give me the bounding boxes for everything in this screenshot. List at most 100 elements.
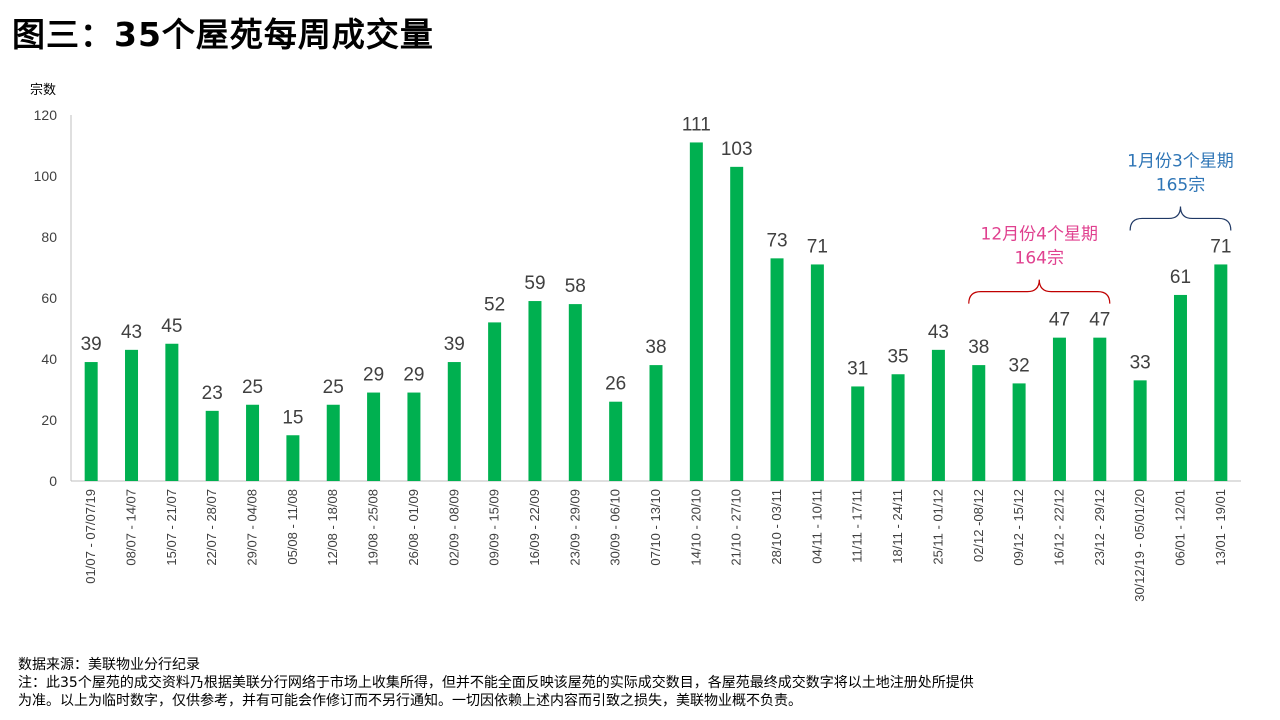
x-tick-label: 04/11 - 10/11 <box>809 489 824 564</box>
bar <box>1093 337 1107 481</box>
data-label: 35 <box>887 346 908 367</box>
x-tick-label: 08/07 - 14/07 <box>124 489 139 566</box>
data-label: 61 <box>1170 267 1191 288</box>
x-tick-label: 14/10 - 20/10 <box>688 489 703 566</box>
bar <box>730 166 744 481</box>
x-tick-label: 26/08 - 01/09 <box>406 489 421 566</box>
bar <box>810 264 824 481</box>
data-label: 103 <box>721 139 753 160</box>
source-note: 数据来源：美联物业分行纪录 <box>18 657 200 673</box>
y-tick-label: 120 <box>34 107 58 123</box>
bar <box>891 374 905 481</box>
data-label: 31 <box>847 358 868 379</box>
bar <box>1133 380 1147 481</box>
bar-chart: 宗数 0 20 40 60 80 100 120 39 43 45 23 25 15 25 29 29 39 5… <box>30 82 1241 602</box>
bar <box>689 142 703 481</box>
annotation-label: 1月份3个星期 <box>1127 151 1234 171</box>
disclaimer-line-1: 注：此35个屋苑的成交资料乃根据美联分行网络于市场上收集所得，但并不能全面反映该… <box>18 675 974 691</box>
bar <box>1012 383 1026 481</box>
data-label: 25 <box>323 377 344 398</box>
y-axis-label: 宗数 <box>30 82 56 98</box>
data-label: 71 <box>1210 236 1231 257</box>
bar <box>851 386 865 481</box>
x-tick-label: 23/09 - 29/09 <box>567 489 582 566</box>
bar <box>770 258 784 481</box>
x-tick-label: 06/01 - 12/01 <box>1172 489 1187 566</box>
x-tick-label: 09/12 - 15/12 <box>1011 489 1026 566</box>
x-tick-label: 09/09 - 15/09 <box>487 489 502 566</box>
data-label: 32 <box>1009 355 1030 376</box>
bar <box>246 404 260 481</box>
annotation-label: 165宗 <box>1156 175 1205 195</box>
disclaimer-line-2: 为准。以上为临时数字，仅供参考，并有可能会作修订而不另行通知。一切因依赖上述内容… <box>18 693 802 709</box>
data-label: 71 <box>807 236 828 257</box>
data-label: 47 <box>1089 310 1110 331</box>
bar <box>609 401 623 481</box>
bar <box>931 349 945 481</box>
annotation-label: 164宗 <box>1015 249 1064 269</box>
x-tick-label: 16/09 - 22/09 <box>527 489 542 566</box>
data-label: 43 <box>121 322 142 343</box>
annotation-label: 12月份4个星期 <box>981 225 1098 245</box>
x-tick-label: 22/07 - 28/07 <box>204 489 219 566</box>
data-label: 39 <box>444 334 465 355</box>
bar <box>326 404 340 481</box>
x-tick-label: 16/12 - 22/12 <box>1051 489 1066 566</box>
data-label: 25 <box>242 377 263 398</box>
bar <box>1052 337 1066 481</box>
x-tick-label: 05/08 - 11/08 <box>285 489 300 565</box>
data-label: 39 <box>81 334 102 355</box>
y-tick-label: 40 <box>41 351 57 367</box>
x-tick-label: 15/07 - 21/07 <box>164 489 179 566</box>
data-label: 26 <box>605 374 626 395</box>
bar <box>488 322 502 481</box>
x-tick-label: 30/12/19 - 05/01/20 <box>1132 489 1147 602</box>
data-label: 29 <box>363 365 384 386</box>
x-tick-label: 11/11 - 17/11 <box>850 489 865 563</box>
data-label: 38 <box>645 337 666 358</box>
page-title: 图三：35个屋苑每周成交量 <box>12 15 434 54</box>
bar <box>1214 264 1228 481</box>
bar <box>84 362 98 481</box>
x-tick-label: 02/12 -08/12 <box>971 489 986 562</box>
x-tick-label: 23/12 - 29/12 <box>1092 489 1107 566</box>
x-tick-label: 18/11 - 24/11 <box>890 489 905 564</box>
bar <box>125 349 139 481</box>
data-label: 15 <box>282 407 303 428</box>
x-tick-label: 02/09 - 08/09 <box>446 489 461 566</box>
y-tick-label: 0 <box>49 473 57 489</box>
bar <box>205 410 219 481</box>
data-label: 29 <box>403 365 424 386</box>
x-tick-label: 12/08 - 18/08 <box>325 489 340 566</box>
x-tick-label: 28/10 - 03/11 <box>769 489 784 565</box>
x-tick-label: 30/09 - 06/10 <box>608 489 623 566</box>
x-tick-label: 13/01 - 19/01 <box>1213 489 1228 566</box>
data-label: 52 <box>484 294 505 315</box>
bar <box>407 392 421 481</box>
x-tick-label: 19/08 - 25/08 <box>366 489 381 566</box>
x-tick-label: 07/10 - 13/10 <box>648 489 663 566</box>
data-label: 43 <box>928 322 949 343</box>
bar <box>528 301 542 481</box>
x-tick-label: 25/11 - 01/12 <box>930 489 945 565</box>
data-label: 23 <box>202 383 223 404</box>
bar <box>165 343 179 481</box>
y-tick-label: 60 <box>41 290 57 306</box>
data-label: 58 <box>565 276 586 297</box>
data-label: 59 <box>524 273 545 294</box>
x-tick-label: 01/07 - 07/07/19 <box>83 489 98 584</box>
annotation-brace <box>968 279 1111 304</box>
annotation-brace <box>1129 206 1232 231</box>
data-label: 47 <box>1049 310 1070 331</box>
data-label: 38 <box>968 337 989 358</box>
bar <box>447 362 461 481</box>
y-tick-label: 80 <box>41 229 57 245</box>
data-label: 73 <box>766 230 787 251</box>
data-label: 111 <box>682 114 711 135</box>
data-label: 45 <box>161 316 182 337</box>
footer-notes: 数据来源：美联物业分行纪录 注：此35个屋苑的成交资料乃根据美联分行网络于市场上… <box>18 656 1118 710</box>
bar <box>649 365 663 481</box>
y-tick-label: 100 <box>34 168 58 184</box>
x-tick-label: 29/07 - 04/08 <box>245 489 260 566</box>
bar <box>367 392 381 481</box>
